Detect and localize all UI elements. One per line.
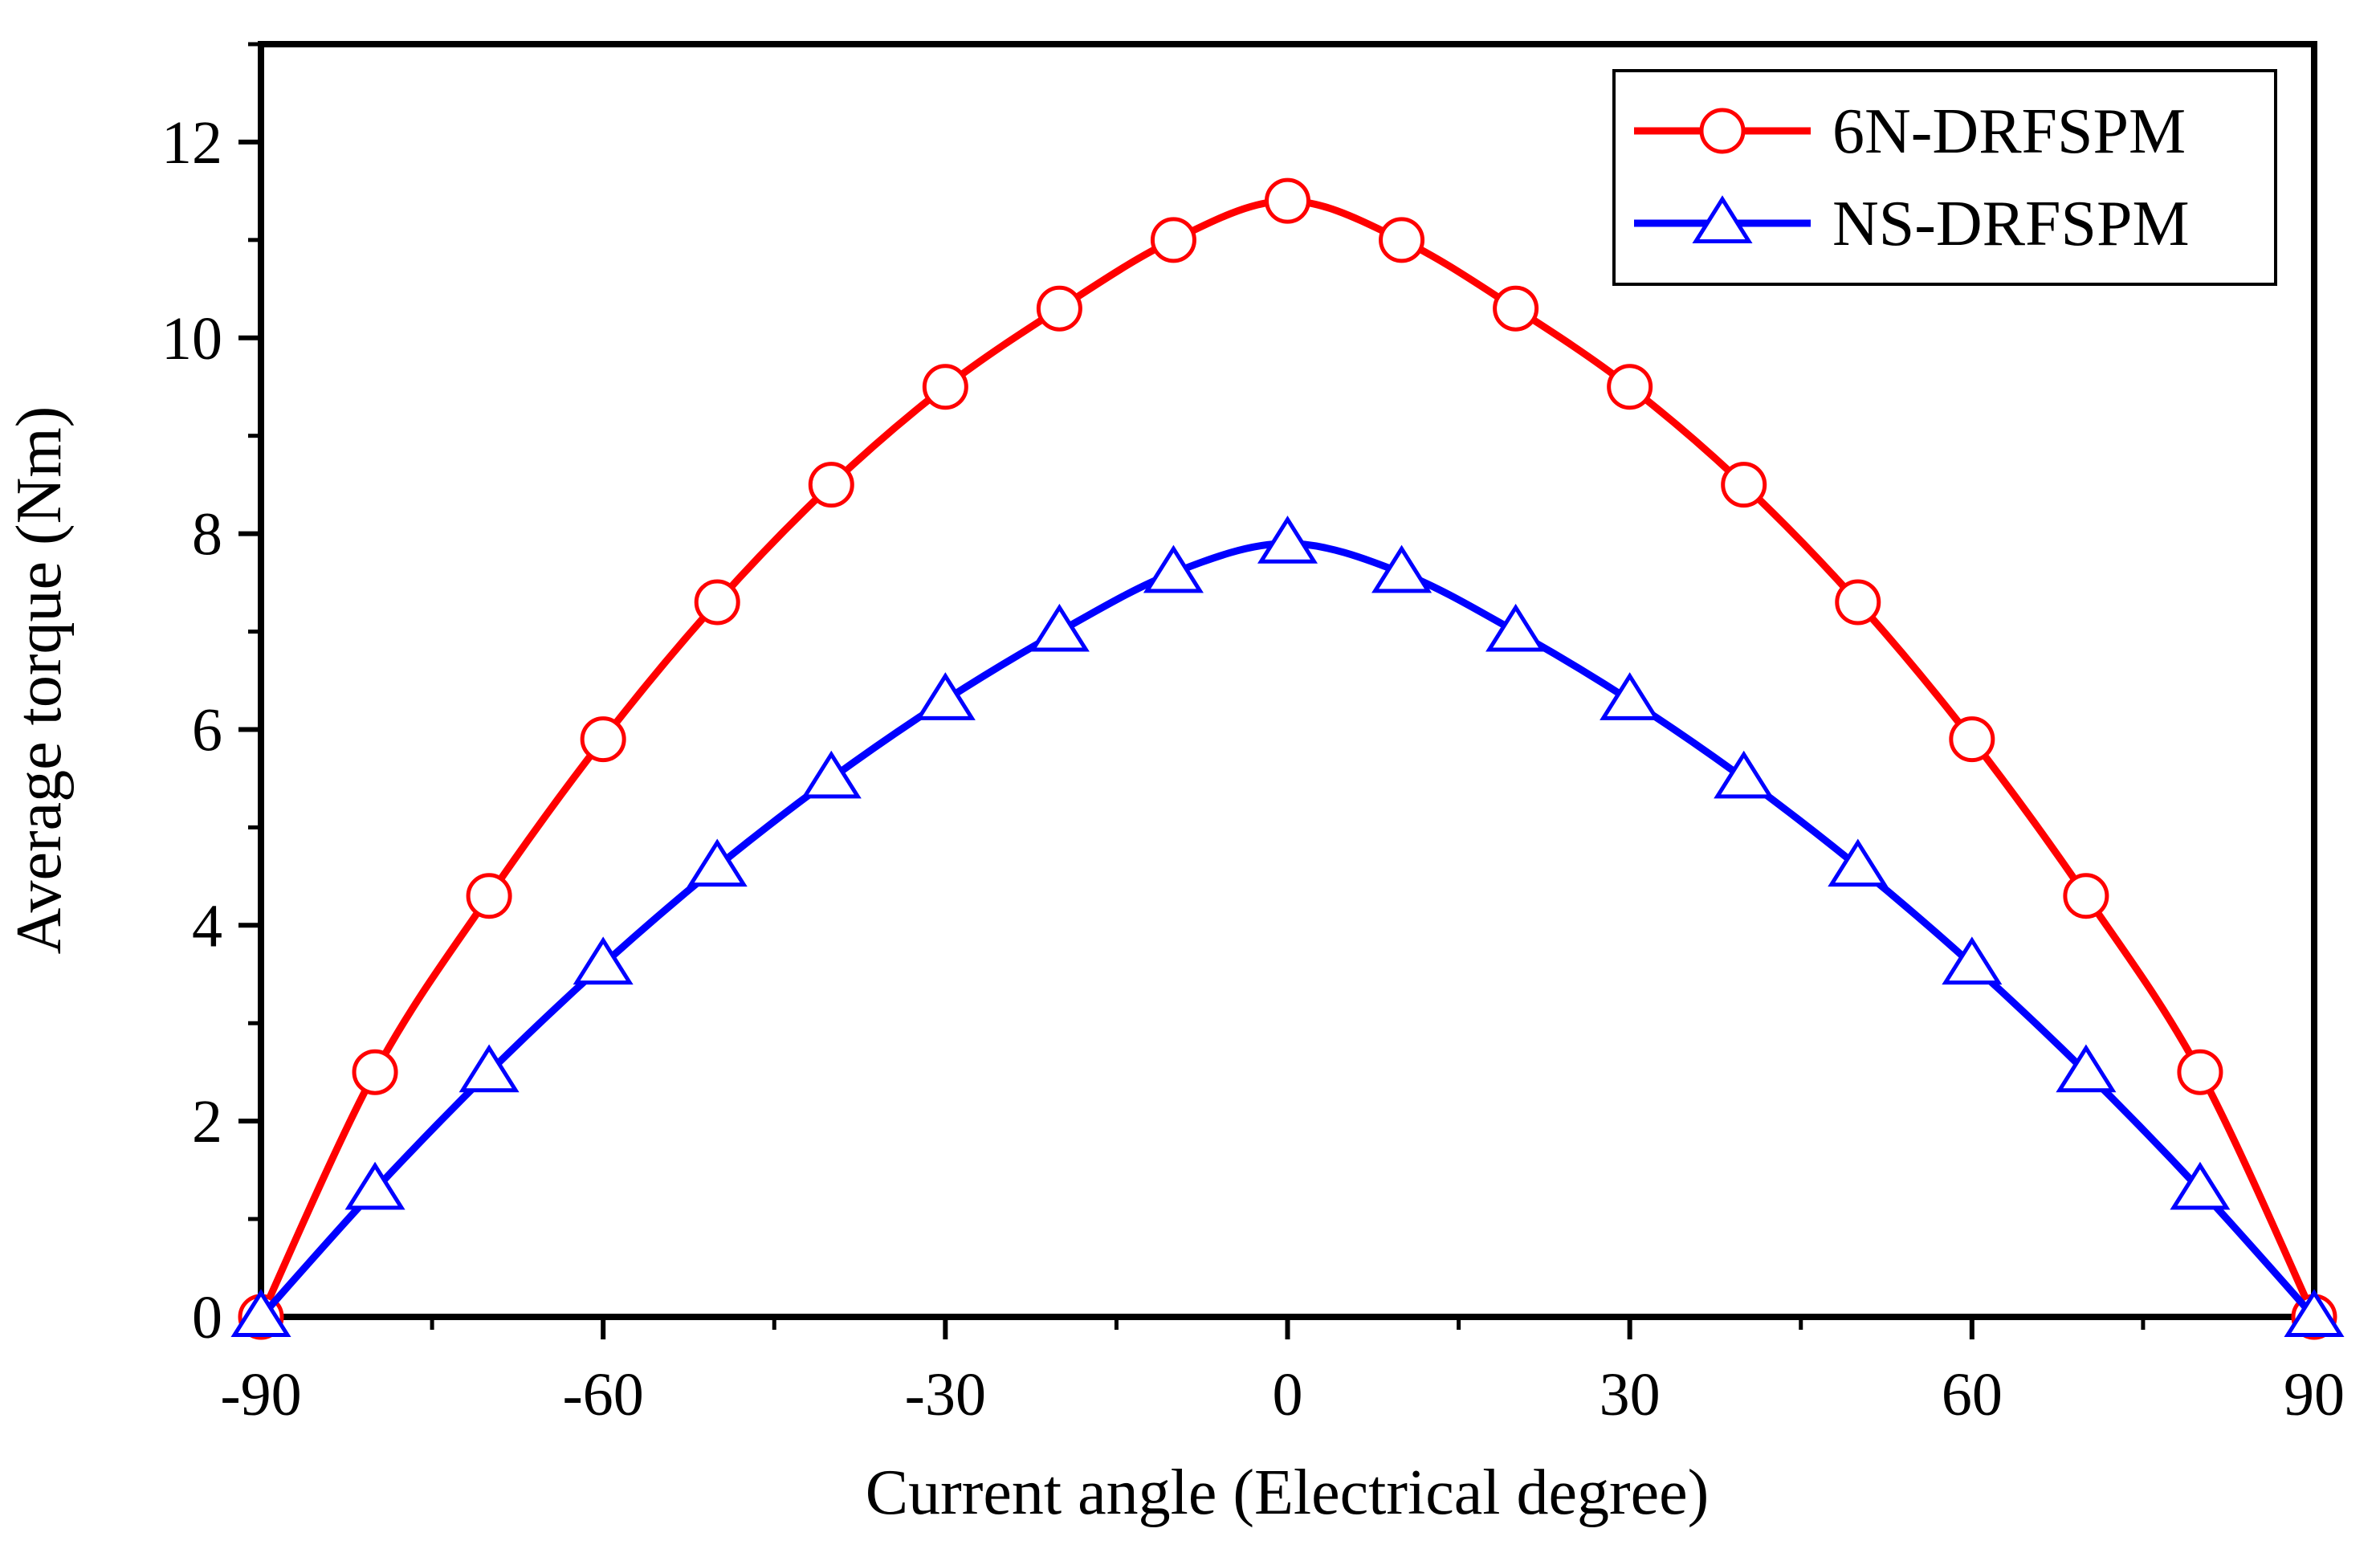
data-point-marker [1607,364,1653,410]
data-point-marker [1835,579,1881,626]
data-point-marker [458,1044,520,1093]
x-axis: -90 -60 -30 0 30 60 90 [220,1317,2345,1429]
series-layer [230,177,2345,1340]
data-point-marker [2284,1289,2345,1337]
y-axis: 0 2 4 6 8 10 12 [161,42,261,1351]
y-axis-title: Average torque (Nm) [4,406,75,955]
y-tick-label: 0 [192,1284,222,1351]
data-point-marker [1493,285,1539,332]
x-tick-label: 0 [1273,1361,1303,1429]
data-point-marker [573,936,634,985]
data-point-marker [1721,462,1767,508]
x-tick-label: -60 [563,1361,644,1429]
y-tick-label: 8 [192,501,222,569]
series-6n-drfspm [238,177,2337,1340]
data-point-marker [1714,750,1775,799]
data-point-marker [2063,873,2109,919]
data-point-marker [2056,1044,2117,1093]
data-point-marker [1265,177,1310,224]
data-point-marker [1379,217,1425,263]
legend-marker [1699,108,1746,154]
data-point-marker [1150,217,1196,263]
data-point-marker [1257,516,1318,564]
legend: 6N-DRFSPM NS-DRFSPM [1612,69,2277,286]
data-point-marker [922,364,968,410]
legend-marker [1692,195,1753,243]
x-axis-title: Current angle (Electrical degree) [866,1457,1710,1528]
data-point-marker [466,873,512,919]
data-point-marker [1485,603,1547,652]
data-point-marker [352,1049,398,1095]
legend-label: 6N-DRFSPM [1832,96,2186,167]
data-point-marker [687,838,748,887]
data-point-marker [230,1289,291,1337]
y-tick-label: 6 [192,696,222,764]
data-point-marker [694,579,740,626]
series-line [257,197,2318,1319]
data-point-marker [1036,285,1082,332]
data-point-marker [801,750,862,799]
y-tick-label: 2 [192,1088,222,1156]
series-line [258,540,2317,1320]
data-point-marker [1143,544,1204,593]
data-point-marker [1029,603,1090,652]
data-point-marker [1828,838,1889,887]
data-point-marker [1949,716,1995,763]
x-tick-label: 60 [1942,1361,2003,1429]
data-point-marker [344,1161,405,1210]
y-tick-label: 12 [161,109,222,177]
data-point-marker [1600,672,1661,720]
x-tick-label: 90 [2284,1361,2345,1429]
legend-label: NS-DRFSPM [1832,189,2190,259]
legend-box [1612,69,2277,286]
x-tick-label: -30 [905,1361,986,1429]
data-point-marker [580,716,626,763]
y-tick-label: 10 [161,305,222,373]
y-tick-label: 4 [192,892,222,960]
x-tick-label: 30 [1600,1361,1661,1429]
data-point-marker [1371,544,1432,593]
data-point-marker [915,672,976,720]
x-tick-label: -90 [220,1361,301,1429]
series-ns-drfspm [230,516,2345,1337]
data-point-marker [1942,936,2003,985]
data-point-marker [2177,1049,2223,1095]
data-point-marker [2170,1161,2231,1210]
data-point-marker [808,462,854,508]
